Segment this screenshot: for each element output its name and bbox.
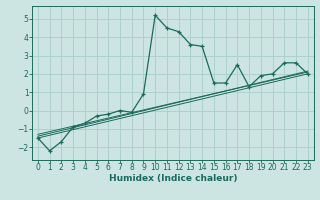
X-axis label: Humidex (Indice chaleur): Humidex (Indice chaleur) (108, 174, 237, 183)
